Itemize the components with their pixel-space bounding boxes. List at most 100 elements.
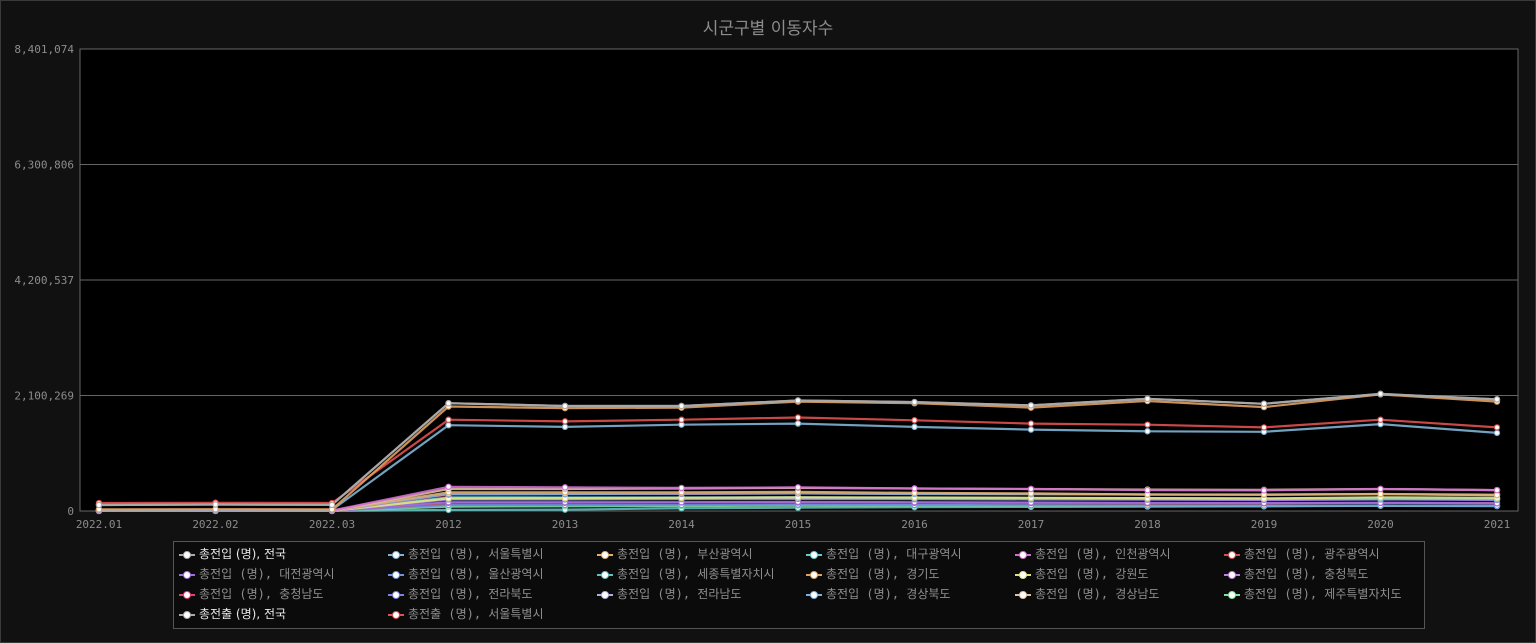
data-point <box>445 416 452 423</box>
x-tick-label: 2022.01 <box>76 518 122 531</box>
data-point <box>678 402 685 410</box>
line-chart: 0 2,100,269 4,200,537 6,300,806 8,401,074 202… <box>14 43 1519 531</box>
data-point <box>1377 390 1384 398</box>
legend-item[interactable]: 총전출 (명), 서울특별시 <box>388 605 543 623</box>
x-tick-label: 2019 <box>1251 518 1278 531</box>
legend-item[interactable]: 총전입 (명), 인천광역시 <box>1015 545 1170 563</box>
data-point <box>1027 485 1035 493</box>
data-point <box>561 423 569 431</box>
legend-item[interactable]: 총전입 (명), 대전광역시 <box>179 565 334 583</box>
data-point <box>1260 400 1268 407</box>
data-point <box>1144 395 1151 403</box>
legend-label: 총전입 (명), 경상북도 <box>826 587 951 601</box>
data-point <box>328 501 336 509</box>
legend-marker-icon <box>1224 590 1240 600</box>
legend-marker-icon <box>179 610 195 620</box>
data-point <box>561 484 569 491</box>
data-point <box>1377 416 1384 423</box>
legend-marker-icon <box>388 570 404 580</box>
legend-label: 총전입 (명), 충청남도 <box>199 587 324 601</box>
legend-label: 총전입 (명), 충청북도 <box>1244 567 1369 581</box>
data-point <box>794 397 802 404</box>
data-point <box>794 420 802 427</box>
data-point <box>212 501 219 508</box>
legend-item[interactable]: 총전입 (명), 부산광역시 <box>597 545 752 563</box>
data-point <box>911 485 918 492</box>
data-point <box>1260 424 1268 431</box>
legend-label: 총전입 (명), 광주광역시 <box>1244 547 1380 561</box>
legend-label: 총전입 (명), 울산광역시 <box>408 567 544 581</box>
legend-label: 총전입 (명), 전라북도 <box>408 587 533 601</box>
legend-marker-icon <box>806 550 822 560</box>
legend-label: 총전입 (명), 부산광역시 <box>617 547 753 561</box>
legend-marker-icon <box>806 570 822 580</box>
data-point <box>1493 424 1501 431</box>
legend-item[interactable]: 총전입 (명), 충청북도 <box>1224 565 1368 583</box>
legend-item[interactable]: 총전입 (명), 광주광역시 <box>1224 545 1379 563</box>
data-point <box>794 414 802 421</box>
legend-item[interactable]: 총전입 (명), 경기도 <box>806 565 939 583</box>
axes: 0 2,100,269 4,200,537 6,300,806 8,401,074 202… <box>14 43 1510 531</box>
legend-marker-icon <box>179 550 195 560</box>
data-point <box>1144 486 1151 494</box>
y-tick-label: 2,100,269 <box>14 390 74 403</box>
x-tick-label: 2022.02 <box>192 518 238 531</box>
legend-item[interactable]: 총전입 (명), 경상북도 <box>806 585 950 603</box>
data-point <box>1260 487 1268 494</box>
chart-title: 시군구별 이동자수 <box>702 19 834 39</box>
data-point <box>95 501 103 509</box>
legend-label: 총전출 (명), 전국 <box>199 607 287 621</box>
legend-label: 총전입 (명), 전라남도 <box>617 587 742 601</box>
data-point <box>1144 421 1151 428</box>
legend-item[interactable]: 총전입 (명), 강원도 <box>1015 565 1148 583</box>
legend-label: 총전입 (명), 인천광역시 <box>1035 547 1171 561</box>
legend-item[interactable]: 총전입 (명), 전라남도 <box>597 585 741 603</box>
legend-marker-icon <box>597 550 613 560</box>
x-tick-label: 2015 <box>785 518 812 531</box>
y-tick-label: 6,300,806 <box>14 159 74 172</box>
x-tick-label: 2013 <box>552 518 579 531</box>
data-point <box>1493 396 1501 403</box>
x-tick-label: 2021 <box>1484 518 1511 531</box>
y-tick-label: 8,401,074 <box>14 43 74 56</box>
legend-label: 총전입 (명), 강원도 <box>1035 567 1149 581</box>
data-point <box>794 484 802 491</box>
data-point <box>561 418 569 425</box>
y-tick-label: 4,200,537 <box>14 274 74 287</box>
data-point <box>1493 429 1501 437</box>
legend: 총전입 (명), 전국 총전입 (명), 서울특별시 총전입 (명), 부산광역시 총… <box>173 541 1425 629</box>
data-point <box>445 422 452 429</box>
legend-marker-icon <box>597 570 613 580</box>
legend-label: 총전출 (명), 서울특별시 <box>408 607 544 621</box>
legend-item[interactable]: 총전입 (명), 경상남도 <box>1015 585 1159 603</box>
data-point <box>1377 485 1384 493</box>
legend-marker-icon <box>1224 570 1240 580</box>
legend-marker-icon <box>388 610 404 620</box>
data-point <box>445 483 452 491</box>
data-point <box>1027 402 1035 409</box>
y-tick-label: 0 <box>67 505 74 518</box>
legend-marker-icon <box>179 590 195 600</box>
series-points <box>95 390 1501 515</box>
legend-item[interactable]: 총전출 (명), 전국 <box>179 605 286 623</box>
legend-label: 총전입 (명), 대구광역시 <box>826 547 962 561</box>
legend-label: 총전입 (명), 서울특별시 <box>408 547 544 561</box>
x-tick-label: 2022.03 <box>309 518 355 531</box>
legend-item[interactable]: 총전입 (명), 세종특별자치시 <box>597 565 775 583</box>
x-tick-label: 2020 <box>1367 518 1394 531</box>
legend-item[interactable]: 총전입 (명), 울산광역시 <box>388 565 543 583</box>
legend-item[interactable]: 총전입 (명), 전국 <box>179 545 286 563</box>
legend-item[interactable]: 총전입 (명), 서울특별시 <box>388 545 543 563</box>
legend-label: 총전입 (명), 경상남도 <box>1035 587 1160 601</box>
legend-label: 총전입 (명), 전국 <box>199 547 287 561</box>
legend-marker-icon <box>388 590 404 600</box>
x-tick-label: 2014 <box>668 518 695 531</box>
grid-lines <box>79 48 1519 512</box>
legend-item[interactable]: 총전입 (명), 전라북도 <box>388 585 532 603</box>
legend-label: 총전입 (명), 제주특별자치도 <box>1244 587 1402 601</box>
legend-item[interactable]: 총전입 (명), 제주특별자치도 <box>1224 585 1402 603</box>
legend-item[interactable]: 총전입 (명), 대구광역시 <box>806 545 961 563</box>
data-point <box>1027 420 1035 427</box>
legend-item[interactable]: 총전입 (명), 충청남도 <box>179 585 323 603</box>
legend-label: 총전입 (명), 대전광역시 <box>199 567 335 581</box>
